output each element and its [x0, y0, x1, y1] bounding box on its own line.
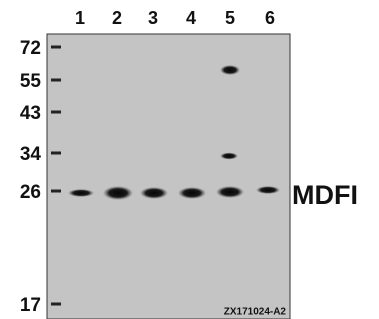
marker-label: 17 [20, 295, 41, 316]
membrane [47, 34, 290, 319]
blot-figure: 1 2 3 4 5 6 72 55 43 34 26 17 MDFI ZX171… [0, 0, 379, 319]
blot-id: ZX171024-A2 [224, 307, 287, 318]
lane-label: 4 [186, 8, 196, 28]
protein-label: MDFI [292, 180, 358, 210]
marker-label: 43 [20, 103, 41, 124]
lane-label: 5 [225, 8, 235, 28]
lane-label: 3 [148, 8, 158, 28]
lane-label: 2 [112, 8, 122, 28]
marker-label: 55 [20, 71, 42, 92]
lane-label: 6 [265, 8, 275, 28]
marker-label: 34 [20, 144, 42, 165]
lane-label: 1 [75, 8, 85, 28]
marker-label: 72 [20, 38, 41, 59]
marker-label: 26 [20, 182, 41, 203]
